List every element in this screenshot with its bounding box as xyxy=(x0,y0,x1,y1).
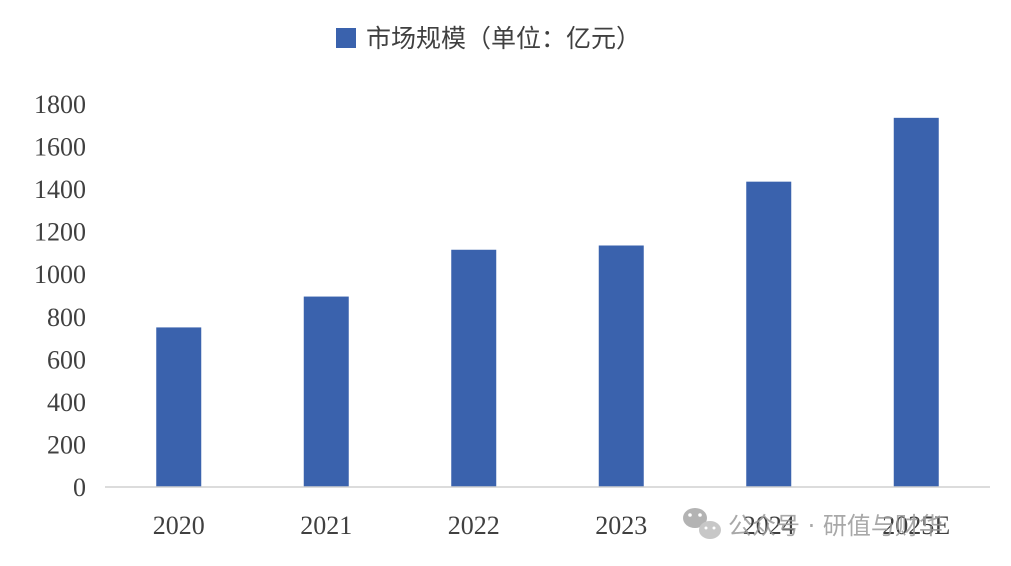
x-tick-label: 2025E xyxy=(882,511,950,540)
bars xyxy=(156,117,939,488)
y-tick-label: 1400 xyxy=(34,175,86,204)
legend: 市场规模（单位：亿元） xyxy=(336,24,641,53)
legend-swatch xyxy=(336,28,356,48)
bar-2020 xyxy=(156,327,202,487)
bar-2022 xyxy=(451,249,497,487)
bar-2023 xyxy=(598,245,644,487)
y-tick-label: 0 xyxy=(73,473,86,502)
bar-2024 xyxy=(746,181,792,488)
x-tick-label: 2022 xyxy=(448,511,500,540)
y-tick-label: 400 xyxy=(47,388,86,417)
y-tick-label: 200 xyxy=(47,430,86,459)
x-tick-label: 2021 xyxy=(300,511,352,540)
bar-2025E xyxy=(893,117,939,487)
watermark: 公众号 · 研值与财华 xyxy=(683,508,943,540)
y-tick-label: 800 xyxy=(47,303,86,332)
y-tick-label: 1800 xyxy=(34,90,86,119)
y-tick-label: 1000 xyxy=(34,260,86,289)
bar-2021 xyxy=(303,296,349,487)
y-tick-label: 1200 xyxy=(34,218,86,247)
y-tick-label: 1600 xyxy=(34,133,86,162)
legend-label: 市场规模（单位：亿元） xyxy=(366,24,641,53)
y-axis: 0 200 400 600 800 1000 1200 1400 1600 1800 xyxy=(34,90,86,502)
x-axis: 2020 2021 2022 2023 2024 2025E xyxy=(153,511,950,540)
watermark-text: 公众号 · 研值与财华 xyxy=(728,512,943,540)
x-tick-label: 2024 xyxy=(743,511,795,540)
x-tick-label: 2023 xyxy=(595,511,647,540)
y-tick-label: 600 xyxy=(47,345,86,374)
wechat-icon xyxy=(683,508,721,539)
x-tick-label: 2020 xyxy=(153,511,205,540)
